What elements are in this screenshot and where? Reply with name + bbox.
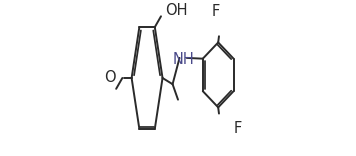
- Text: NH: NH: [173, 52, 194, 67]
- Text: O: O: [104, 71, 116, 85]
- Text: F: F: [234, 121, 242, 136]
- Text: F: F: [212, 4, 220, 19]
- Text: OH: OH: [165, 3, 187, 18]
